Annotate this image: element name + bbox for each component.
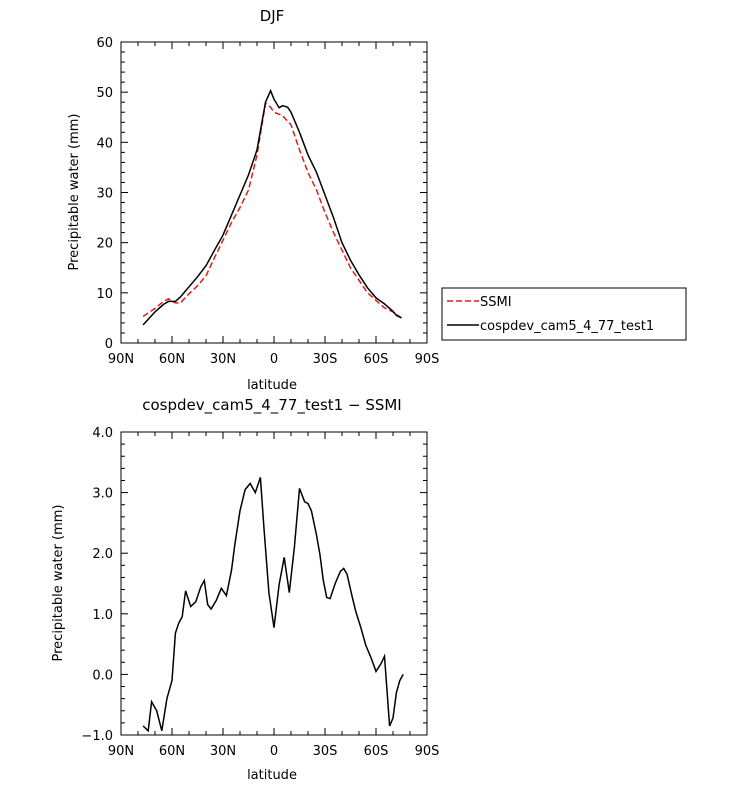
bottom-series bbox=[142, 477, 404, 733]
bottom-y-axis-label: Precipitable water (mm) bbox=[51, 505, 66, 662]
series-line-difference bbox=[142, 477, 404, 733]
bottom-y-tick-label: 3.0 bbox=[92, 487, 113, 502]
top-title: DJF bbox=[260, 7, 285, 25]
top-plot-frame bbox=[120, 41, 428, 344]
series-line-ssmi bbox=[142, 101, 402, 319]
top-y-tick-labels: 0 10 20 30 40 50 60 bbox=[96, 36, 113, 352]
bottom-y-tick-label: 0.0 bbox=[92, 668, 113, 683]
top-x-ticks bbox=[120, 42, 428, 343]
bottom-x-tick-labels: 90N 60N 30N 0 30S 60S 90S bbox=[108, 744, 440, 759]
bottom-y-tick-label: 1.0 bbox=[92, 608, 113, 623]
top-x-tick-label: 30S bbox=[313, 352, 338, 367]
bottom-plot-frame bbox=[120, 431, 428, 736]
top-y-tick-label: 50 bbox=[96, 86, 113, 101]
top-x-tick-label: 60N bbox=[159, 352, 185, 367]
top-panel: DJF 90N 60N 30N 0 30S 60S 90S 0 10 20 30… bbox=[67, 7, 687, 393]
bottom-x-tick-label: 0 bbox=[270, 744, 278, 759]
legend-label-model: cospdev_cam5_4_77_test1 bbox=[480, 319, 654, 334]
legend-box bbox=[441, 287, 687, 341]
bottom-x-tick-label: 60N bbox=[159, 744, 185, 759]
bottom-x-tick-label: 30S bbox=[313, 744, 338, 759]
top-y-tick-label: 10 bbox=[96, 287, 113, 302]
top-y-tick-label: 40 bbox=[96, 136, 113, 151]
top-x-tick-label: 90N bbox=[108, 352, 134, 367]
bottom-y-tick-label: 2.0 bbox=[92, 547, 113, 562]
bottom-x-axis-label: latitude bbox=[247, 768, 297, 783]
bottom-y-tick-label: 4.0 bbox=[92, 426, 113, 441]
legend-label-ssmi: SSMI bbox=[480, 295, 512, 310]
top-y-axis-label: Precipitable water (mm) bbox=[67, 114, 82, 271]
bottom-x-tick-label: 60S bbox=[364, 744, 389, 759]
top-x-tick-labels: 90N 60N 30N 0 30S 60S 90S bbox=[108, 352, 440, 367]
top-y-tick-label: 30 bbox=[96, 187, 113, 202]
bottom-y-tick-labels: −1.0 0.0 1.0 2.0 3.0 4.0 bbox=[81, 426, 113, 744]
top-y-tick-label: 0 bbox=[105, 337, 113, 352]
bottom-x-tick-label: 90S bbox=[415, 744, 440, 759]
top-series bbox=[142, 88, 402, 326]
top-x-tick-label: 30N bbox=[210, 352, 236, 367]
bottom-y-ticks bbox=[121, 431, 427, 736]
top-x-tick-label: 0 bbox=[270, 352, 278, 367]
bottom-title: cospdev_cam5_4_77_test1 − SSMI bbox=[142, 396, 401, 415]
top-y-tick-label: 20 bbox=[96, 237, 113, 252]
top-y-tick-label: 60 bbox=[96, 36, 113, 51]
bottom-x-tick-label: 30N bbox=[210, 744, 236, 759]
bottom-y-tick-label: −1.0 bbox=[81, 729, 113, 744]
legend: SSMI cospdev_cam5_4_77_test1 bbox=[441, 287, 687, 341]
series-line-model bbox=[142, 88, 402, 326]
top-x-axis-label: latitude bbox=[247, 378, 297, 393]
bottom-panel: cospdev_cam5_4_77_test1 − SSMI 90N 60N 3… bbox=[51, 396, 439, 783]
top-y-ticks bbox=[121, 41, 427, 344]
top-x-tick-label: 90S bbox=[415, 352, 440, 367]
bottom-x-ticks bbox=[120, 432, 428, 735]
bottom-x-tick-label: 90N bbox=[108, 744, 134, 759]
top-x-tick-label: 60S bbox=[364, 352, 389, 367]
